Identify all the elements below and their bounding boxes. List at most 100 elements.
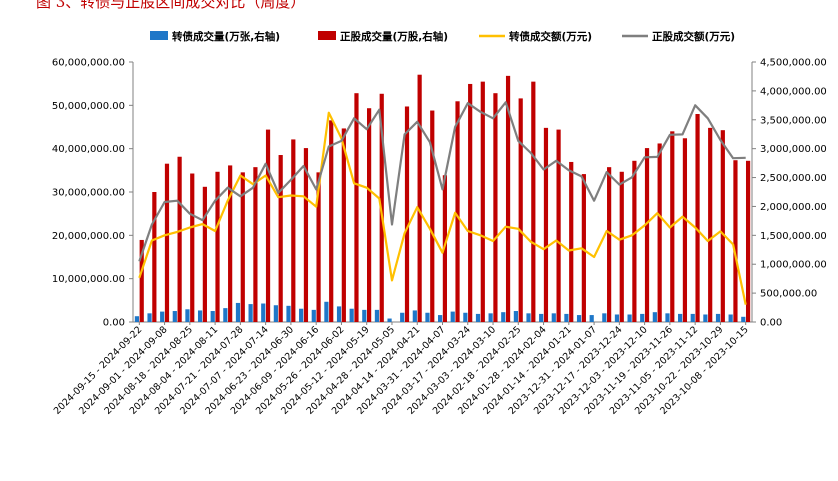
stock-volume-bar — [657, 143, 662, 322]
left-tick-label: 50,000,000.00 — [52, 101, 125, 112]
bond-volume-bar — [539, 313, 544, 322]
bond-volume-bar — [728, 314, 733, 322]
stock-volume-bar — [480, 81, 485, 323]
stock-volume-bar — [265, 129, 271, 322]
stock-volume-bar — [468, 83, 473, 322]
right-tick-label: 500,000.00 — [760, 289, 817, 300]
stock-volume-bar — [745, 160, 751, 322]
stock-volume-bar — [518, 98, 523, 323]
left-tick-label: 20,000,000.00 — [52, 231, 125, 242]
bond-volume-bar — [690, 313, 695, 322]
bond-volume-bar — [627, 314, 632, 322]
bond-volume-bar — [438, 315, 443, 322]
bond-volume-bar — [261, 303, 266, 322]
stock-volume-bar — [430, 110, 435, 323]
bond-volume-bar — [387, 318, 392, 322]
stock-volume-bar — [695, 114, 700, 322]
bond-volume-bar — [160, 311, 165, 322]
bond-volume-bar — [551, 313, 556, 322]
stock-volume-bar — [278, 155, 283, 322]
legend-label: 转债成交量(万张,右轴) — [172, 30, 280, 43]
legend-label: 转债成交额(万元) — [509, 30, 592, 43]
bond-volume-bar — [324, 301, 329, 322]
stock-volume-bar — [190, 173, 195, 322]
right-tick-label: 4,000,000.00 — [760, 86, 827, 97]
bond-volume-bar — [362, 309, 367, 322]
stock-volume-bar — [632, 160, 637, 322]
bond-volume-bar — [703, 314, 708, 322]
bond-volume-bar — [273, 305, 278, 322]
bond-volume-bar — [147, 313, 152, 322]
bond-volume-bar — [475, 313, 481, 322]
stock-volume-bar — [152, 192, 157, 322]
stock-volume-bar — [556, 129, 561, 322]
stock-volume-bar — [619, 171, 624, 322]
bond-volume-bar — [412, 310, 417, 322]
stock-volume-bar — [215, 171, 220, 322]
lines — [138, 101, 747, 305]
stock-volume-bar — [493, 93, 498, 322]
bond-volume-bar — [299, 308, 304, 322]
bond-volume-bar — [526, 313, 531, 322]
stock-volume-bar — [455, 101, 460, 323]
legend: 转债成交量(万张,右轴) 正股成交量(万股,右轴) 转债成交额(万元) 正股成交额(万… — [150, 30, 735, 43]
bond-volume-bar — [463, 312, 468, 322]
left-tick-label: 60,000,000.00 — [52, 58, 125, 69]
stock-volume-bar — [733, 160, 738, 322]
bond-volume-bar — [400, 312, 405, 322]
right-tick-label: 1,000,000.00 — [760, 260, 827, 271]
bond-volume-bar — [576, 315, 582, 322]
stock-volume-bar — [505, 75, 511, 322]
bond-volume-bar — [488, 313, 493, 322]
bond-volume-bar — [311, 309, 316, 322]
stock-volume-bar — [644, 148, 650, 322]
stock-volume-bar — [164, 163, 170, 322]
bond-volume-bar — [589, 315, 594, 322]
bond-volume-bar — [235, 302, 241, 322]
right-tick-label: 1,500,000.00 — [760, 231, 827, 242]
page-title: 图 3、转债与正股区间成交对比（周度） — [36, 0, 306, 11]
bond-volume-bar — [602, 313, 607, 322]
left-tick-label: 10,000,000.00 — [52, 274, 125, 285]
bond-volume-bar — [336, 306, 342, 322]
stock-volume-bar — [139, 239, 144, 322]
bond-volume-bar — [223, 308, 228, 322]
legend-label: 正股成交额(万元) — [652, 30, 735, 43]
bond-volume-bar — [349, 308, 354, 322]
bond-volume-bar — [210, 311, 215, 322]
stock-volume-bar — [253, 167, 258, 322]
left-tick-label: 30,000,000.00 — [52, 188, 125, 199]
bond-turnover-line — [138, 111, 747, 305]
stock-volume-bar — [367, 108, 372, 322]
legend-swatch — [150, 31, 168, 40]
bond-volume-bar — [501, 312, 506, 322]
stock-volume-bar — [708, 127, 713, 322]
bond-volume-bar — [172, 311, 177, 322]
bond-volume-bar — [286, 305, 291, 322]
right-tick-label: 4,500,000.00 — [760, 58, 827, 69]
legend-label: 正股成交量(万股,右轴) — [340, 30, 448, 43]
stock-volume-bar — [177, 156, 182, 322]
bond-volume-bar — [652, 312, 657, 322]
bond-volume-bar — [425, 312, 430, 322]
bond-volume-bar — [197, 310, 203, 322]
bond-volume-bar — [513, 311, 518, 322]
bond-volume-bar — [665, 313, 670, 322]
right-tick-label: 2,000,000.00 — [760, 202, 827, 213]
bond-volume-bar — [640, 313, 645, 322]
bond-volume-bar — [715, 313, 721, 322]
bond-volume-bar — [450, 311, 455, 322]
bars — [134, 74, 751, 323]
legend-swatch — [318, 31, 336, 40]
bond-volume-bar — [248, 304, 253, 322]
stock-volume-bar — [316, 172, 321, 322]
bond-volume-bar — [185, 309, 190, 322]
left-tick-label: 0.00 — [103, 318, 125, 329]
bond-volume-bar — [564, 313, 569, 322]
stock-volume-bar — [581, 174, 586, 322]
stock-volume-bar — [720, 130, 725, 322]
stock-turnover-line — [138, 101, 746, 262]
stock-volume-bar — [240, 172, 245, 322]
stock-volume-bar — [417, 74, 422, 322]
